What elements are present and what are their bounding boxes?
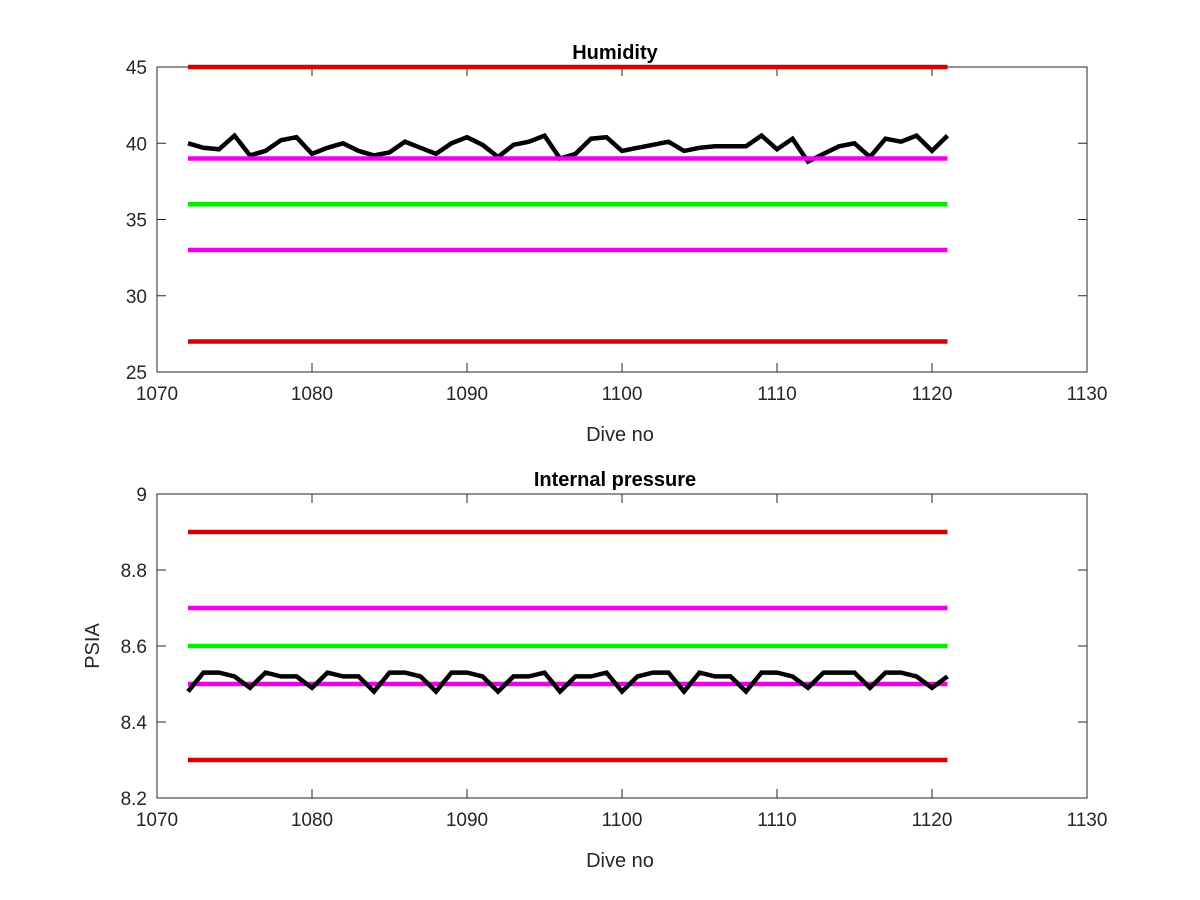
subplot-1: 1070 1080 1090 1100 1110 1120 1130 25 30 35 40 45 Hu… (126, 42, 1108, 446)
data-series-line (187, 132, 950, 165)
y-tick-label: 45 (126, 58, 147, 79)
x-tick-label: 1130 (1067, 384, 1108, 405)
y-axis-label: PSIA (82, 623, 104, 669)
x-tick-label: 1110 (757, 810, 796, 831)
subplot-2: 1070 1080 1090 1100 1110 1120 1130 8.2 8.4 8.6 8.8… (82, 469, 1107, 872)
y-tick-label: 8.4 (121, 713, 148, 734)
x-axis-label: Dive no (586, 424, 654, 446)
x-tick-label: 1130 (1067, 810, 1108, 831)
x-tick-label: 1070 (136, 810, 178, 831)
x-tick-label: 1100 (602, 810, 643, 831)
x-tick-label: 1090 (446, 384, 488, 405)
x-axis-label: Dive no (586, 850, 654, 872)
x-tick-label: 1120 (912, 384, 953, 405)
x-tick-label: 1070 (136, 384, 178, 405)
y-tick-label: 35 (126, 211, 147, 232)
x-tick-label: 1090 (446, 810, 488, 831)
plot-title: Humidity (572, 42, 658, 64)
x-tick-label: 1080 (291, 384, 333, 405)
y-tick-label: 30 (126, 287, 147, 308)
plot-title: Internal pressure (534, 469, 696, 491)
y-tick-label: 8.2 (121, 789, 147, 810)
y-tick-label: 9 (136, 485, 147, 506)
data-series-line (186, 670, 949, 696)
x-tick-label: 1110 (757, 384, 796, 405)
x-tick-label: 1080 (291, 810, 333, 831)
y-tick-label: 8.6 (121, 637, 147, 658)
y-tick-label: 25 (126, 363, 147, 384)
x-tick-label: 1120 (912, 810, 953, 831)
axes-frame (156, 66, 1088, 373)
x-tick-label: 1100 (602, 384, 643, 405)
y-tick-label: 8.8 (121, 561, 147, 582)
y-tick-label: 40 (126, 134, 147, 155)
